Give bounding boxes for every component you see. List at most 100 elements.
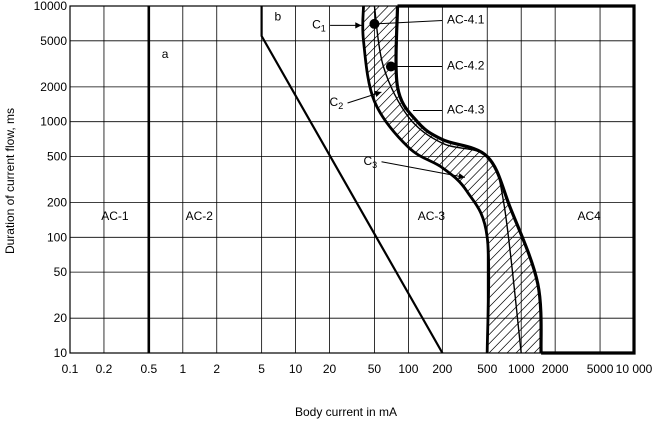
curve-b (260, 6, 444, 354)
tick-labels: 0.1 0.2 0.5 1 2 5 10 20 50 100 200 500 1000 2000 5000 1… (34, 0, 653, 376)
hatch-line (0, 0, 246, 353)
zone-label: AC-2 (186, 209, 214, 223)
arrow-head (355, 22, 362, 29)
hatch-line (552, 0, 658, 353)
x-tick-label: 0.5 (141, 362, 158, 376)
hatch-line (606, 0, 658, 353)
hatch-line (0, 0, 165, 353)
hatch-line (362, 6, 409, 353)
y-tick-label: 2000 (40, 80, 67, 94)
curve-c2 (373, 5, 522, 354)
curve-label: C2 (330, 95, 344, 111)
x-tick-label: 10 000 (616, 362, 653, 376)
zone-label: AC-3 (418, 209, 446, 223)
hatch-line (380, 6, 542, 353)
x-tick-label: 1 (179, 362, 186, 376)
hatch-line (0, 0, 138, 353)
curve-c3 (394, 5, 543, 354)
x-tick-label: 200 (432, 362, 452, 376)
annotation-label: AC-4.3 (447, 103, 485, 117)
curve-label-subscript: 1 (321, 24, 326, 34)
y-tick-label: 5000 (40, 34, 67, 48)
hatch-line (362, 6, 373, 353)
hatch-line (0, 0, 291, 353)
hatch-line (0, 0, 264, 353)
plot-frame (69, 5, 635, 354)
hatch-line (615, 0, 658, 353)
hatch-line (362, 6, 542, 353)
hatch-line (362, 6, 542, 353)
hatch-line (0, 0, 309, 353)
curves (147, 4, 636, 355)
hatch-line (579, 0, 658, 353)
hatch-line (362, 6, 542, 353)
curve-label-arrow (381, 161, 465, 178)
x-tick-label: 1000 (508, 362, 535, 376)
hatch-line (362, 6, 445, 353)
hatch-line (362, 6, 542, 353)
y-tick-label: 200 (47, 196, 67, 210)
x-tick-label: 50 (368, 362, 382, 376)
hatch-line (434, 6, 542, 353)
hatch-line (362, 6, 542, 353)
hatch-line (588, 0, 658, 353)
hatch-line (0, 0, 354, 353)
hatch-line (362, 6, 391, 353)
curve-label-subscript: 3 (372, 160, 377, 170)
hatch-line (651, 0, 658, 353)
ac4-boundary (397, 4, 636, 355)
hatch-line (533, 6, 542, 353)
hatch-line (0, 0, 282, 353)
annotation-label: a (162, 47, 169, 61)
hatch-line (570, 0, 658, 353)
hatch-line (642, 0, 658, 353)
hatch-line (362, 6, 542, 353)
curve-label-subscript: 2 (338, 101, 343, 111)
hatch-line (362, 6, 542, 353)
annotation-label: b (274, 9, 281, 23)
x-tick-label: 2 (213, 362, 220, 376)
grid (69, 5, 635, 354)
curve-label: C1 (312, 18, 326, 34)
hatch-line (362, 6, 427, 353)
hatch-region (0, 0, 658, 353)
hatch-line (0, 0, 129, 353)
y-tick-label: 10 (54, 346, 68, 360)
x-tick-label: 500 (477, 362, 497, 376)
arrow-head (458, 173, 465, 180)
y-tick-label: 1000 (40, 115, 67, 129)
x-tick-label: 100 (398, 362, 418, 376)
y-tick-label: 10000 (34, 0, 68, 13)
hatch-line (624, 0, 658, 353)
hatch-line (461, 6, 542, 353)
hatch-line (362, 6, 542, 353)
hatch-line (362, 6, 382, 353)
hatch-line (0, 0, 156, 353)
hatch-line (362, 6, 542, 353)
leader-ac-4-1 (374, 19, 443, 25)
x-tick-label: 0.1 (62, 362, 79, 376)
hatch-line (362, 6, 499, 353)
hatch-line (0, 0, 147, 353)
arrow-head (374, 90, 382, 97)
y-tick-label: 20 (54, 311, 68, 325)
x-tick-label: 0.2 (96, 362, 113, 376)
hatch-line (362, 6, 542, 353)
hatch-line (0, 0, 201, 353)
hatch-line (0, 0, 273, 353)
hatch-line (524, 6, 542, 353)
hatch-line (0, 0, 237, 353)
x-tick-label: 10 (289, 362, 303, 376)
hatch-line (543, 0, 658, 353)
annotation-label: AC-4.2 (447, 59, 485, 73)
hatch-line (362, 6, 542, 353)
y-tick-label: 500 (47, 149, 67, 163)
hatch-line (0, 0, 219, 353)
hatch-line (0, 0, 210, 353)
hatch-line (398, 6, 542, 353)
y-tick-label: 50 (54, 265, 68, 279)
zone-label: AC-1 (101, 209, 129, 223)
x-tick-label: 2000 (542, 362, 569, 376)
hatch-line (362, 6, 526, 353)
hatch-line (389, 6, 542, 353)
